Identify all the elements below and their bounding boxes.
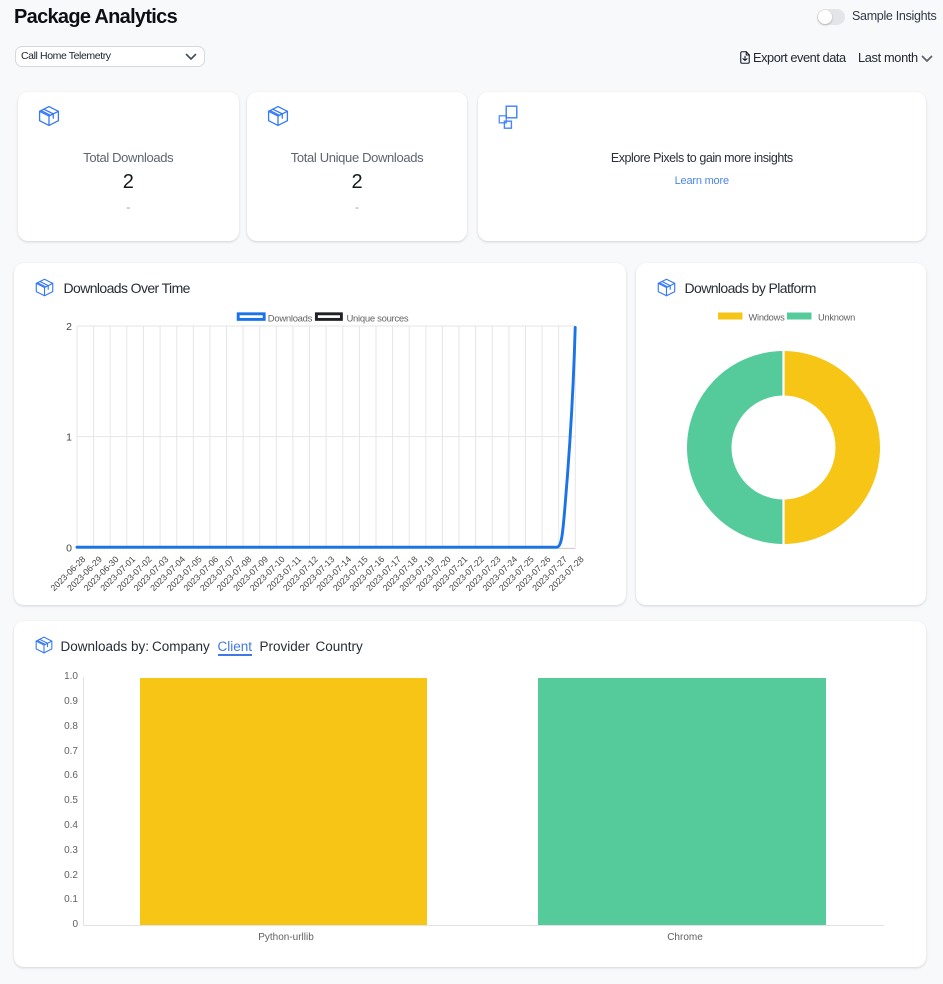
svg-text:1: 1 (66, 432, 72, 444)
svg-text:2: 2 (66, 321, 72, 333)
svg-text:Windows: Windows (748, 313, 785, 323)
svg-text:0: 0 (66, 542, 72, 554)
svg-text:Unique sources: Unique sources (347, 313, 409, 324)
svg-text:Unknown: Unknown (818, 313, 855, 323)
svg-text:Downloads: Downloads (268, 313, 313, 324)
